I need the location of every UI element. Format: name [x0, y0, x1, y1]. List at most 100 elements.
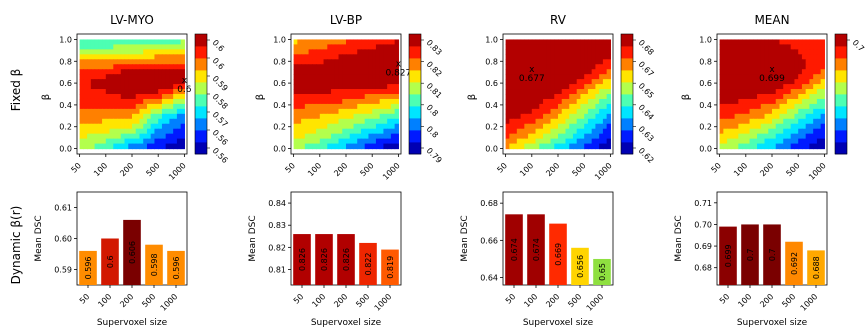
contour-cell	[394, 79, 399, 85]
contour-cell	[520, 98, 525, 105]
contour-cell	[323, 128, 328, 135]
contour-cell	[723, 69, 728, 75]
contour-cell	[584, 94, 589, 100]
contour-cell	[169, 49, 174, 55]
contour-cell	[349, 103, 355, 110]
contour-cell	[297, 49, 302, 55]
colorbar-tick-label: 0.56	[211, 146, 230, 165]
contour-cell	[161, 79, 167, 85]
contour-cell	[813, 108, 818, 115]
contour-cell	[820, 44, 825, 50]
contour-cell	[364, 133, 370, 140]
contour-cell	[173, 79, 178, 85]
contour-cell	[375, 133, 381, 140]
y-tick-label: 0.6	[273, 79, 286, 88]
colorbar-frame	[834, 33, 848, 155]
contour-cell	[165, 98, 171, 105]
contour-cell	[316, 49, 321, 55]
contour-cell	[723, 39, 728, 46]
contour-cell	[161, 39, 167, 46]
contour-cell	[334, 69, 340, 75]
contour-cell	[87, 128, 92, 135]
contour-cell	[539, 138, 544, 145]
contour-cell	[554, 59, 559, 65]
contour-cell	[783, 79, 788, 85]
contour-cell	[749, 103, 754, 110]
contour-cell	[117, 113, 122, 120]
contour-cell	[87, 54, 92, 60]
contour-cell	[513, 128, 518, 135]
contour-cell	[297, 84, 302, 90]
contour-cell	[783, 123, 788, 130]
contour-cell	[798, 143, 803, 150]
contour-cell	[576, 133, 582, 140]
contour-cell	[316, 113, 321, 120]
contour-cell	[176, 69, 182, 75]
contour-cell	[543, 44, 548, 50]
contour-cell	[124, 108, 129, 115]
bar-value-label: 0.674	[510, 238, 519, 261]
bar	[167, 250, 185, 285]
contour-cell	[297, 54, 302, 60]
contour-cell	[113, 123, 118, 130]
contour-cell	[509, 143, 514, 150]
contour-cell	[772, 84, 777, 90]
contour-cell	[94, 94, 99, 100]
contour-cell	[331, 94, 336, 100]
contour-cell	[584, 44, 589, 50]
contour-cell	[768, 143, 773, 150]
contour-cell	[809, 59, 814, 65]
contour-cell	[360, 98, 366, 105]
contour-cell	[760, 113, 766, 120]
contour-cell	[719, 59, 724, 65]
contour-cell	[599, 74, 604, 80]
contour-cell	[113, 44, 118, 50]
contour-cell	[394, 108, 399, 115]
contour-cell	[794, 54, 799, 60]
contour-cell	[375, 69, 381, 75]
contour-cell	[768, 108, 773, 115]
contour-cell	[161, 89, 167, 95]
contour-cell	[346, 94, 351, 100]
contour-cell	[753, 74, 758, 80]
contour-cell	[349, 84, 355, 90]
colorbar-tick-label: 0.58	[211, 92, 230, 111]
contour-cell	[308, 69, 313, 75]
contour-cell	[524, 118, 529, 125]
contour-cell	[353, 69, 358, 75]
contour-cell	[139, 138, 144, 145]
contour-cell	[135, 54, 141, 60]
contour-cell	[128, 49, 133, 55]
contour-cell	[757, 39, 762, 46]
optimum-marker: x	[182, 76, 188, 86]
colorbar-frame	[620, 33, 634, 155]
contour-cell	[775, 113, 781, 120]
contour-cell	[768, 69, 773, 75]
contour-cell	[587, 89, 593, 95]
contour-cell	[794, 103, 799, 110]
contour-cell	[105, 49, 111, 55]
contour-cell	[312, 123, 317, 130]
contour-cell	[165, 59, 171, 65]
contour-cell	[372, 94, 377, 100]
contour-cell	[139, 89, 144, 95]
contour-cell	[353, 128, 358, 135]
contour-cell	[539, 69, 544, 75]
contour-cell	[738, 123, 743, 130]
contour-cell	[372, 79, 377, 85]
contour-cell	[531, 138, 537, 145]
contour-cell	[505, 39, 510, 46]
contour-cell	[798, 69, 803, 75]
contour-cell	[745, 44, 751, 50]
contour-cell	[109, 138, 114, 145]
contour-cell	[87, 49, 92, 55]
contour-cell	[783, 128, 788, 135]
contour-cell	[775, 133, 781, 140]
contour-cell	[338, 138, 343, 145]
x-tick-label: 100	[310, 292, 327, 309]
contour-cell	[132, 113, 137, 120]
contour-cell	[764, 133, 769, 140]
contour-cell	[342, 103, 347, 110]
contour-cell	[535, 84, 540, 90]
contour-cell	[146, 143, 152, 150]
